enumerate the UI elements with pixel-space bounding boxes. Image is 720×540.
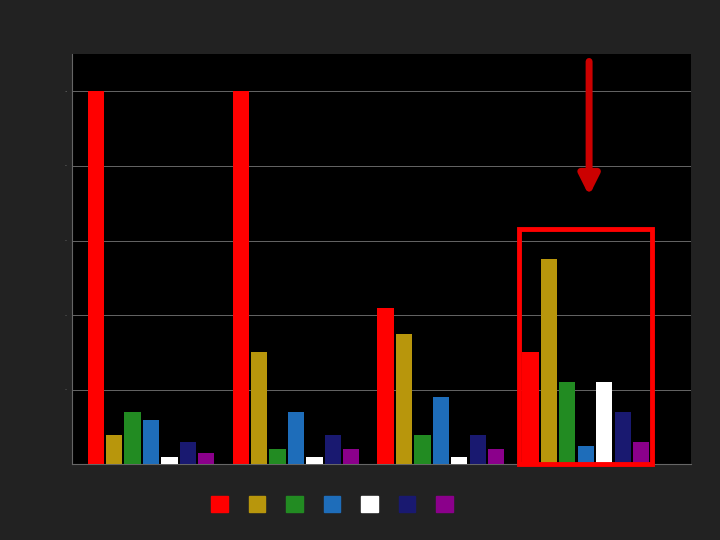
Bar — [469, 435, 486, 464]
Bar — [596, 382, 613, 464]
Bar — [559, 382, 575, 464]
Bar — [88, 91, 104, 464]
Bar — [161, 457, 178, 464]
Bar — [251, 353, 267, 464]
Bar — [541, 259, 557, 464]
Bar — [125, 412, 140, 464]
Bar — [143, 420, 159, 464]
Legend: , , , , , , : , , , , , , — [211, 496, 453, 512]
Bar — [522, 353, 539, 464]
Bar — [233, 91, 248, 464]
Bar — [269, 449, 286, 464]
Bar — [633, 442, 649, 464]
Bar — [414, 435, 431, 464]
Bar — [106, 435, 122, 464]
Bar — [615, 412, 631, 464]
Bar — [180, 442, 196, 464]
Bar — [396, 334, 412, 464]
Bar — [377, 308, 394, 464]
Bar — [433, 397, 449, 464]
Bar — [198, 453, 215, 464]
Bar — [451, 457, 467, 464]
Bar — [488, 449, 504, 464]
Bar — [577, 446, 594, 464]
Bar — [343, 449, 359, 464]
Bar — [306, 457, 323, 464]
Bar — [288, 412, 304, 464]
Bar — [519, 230, 652, 464]
Bar — [325, 435, 341, 464]
